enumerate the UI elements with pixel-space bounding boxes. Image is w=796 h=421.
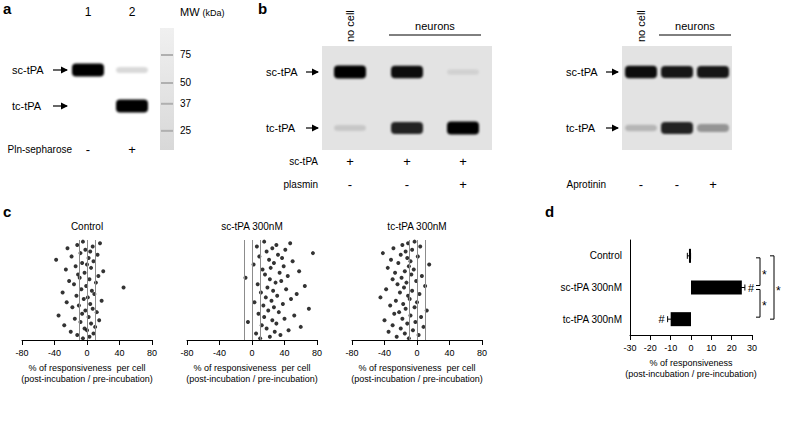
svg-text:+: + [709, 177, 717, 192]
svg-text:-10: -10 [664, 343, 677, 353]
svg-text:+: + [459, 154, 467, 169]
svg-text:sc-tPA: sc-tPA [12, 64, 44, 76]
svg-text:-: - [675, 177, 679, 192]
svg-text:+: + [346, 154, 354, 169]
svg-text:tc-tPA 300nM: tc-tPA 300nM [387, 221, 446, 232]
svg-text:-80: -80 [180, 348, 193, 358]
svg-text:-40: -40 [213, 348, 226, 358]
svg-text:plasmin: plasmin [284, 179, 318, 190]
svg-text:% of responsiveness per cell: % of responsiveness per cell [28, 363, 145, 373]
svg-text:neurons: neurons [415, 20, 455, 32]
svg-text:c: c [3, 203, 11, 220]
svg-text:*: * [762, 268, 767, 282]
svg-text:10: 10 [706, 343, 716, 353]
svg-text:-30: -30 [623, 343, 636, 353]
svg-text:-80: -80 [345, 348, 358, 358]
svg-text:30: 30 [747, 343, 757, 353]
svg-text:-: - [639, 177, 643, 192]
svg-text:-: - [86, 142, 90, 157]
svg-text:no cell: no cell [344, 10, 356, 42]
svg-text:+: + [459, 177, 467, 192]
svg-text:(post-incubation / pre-incubat: (post-incubation / pre-incubation) [186, 374, 318, 384]
svg-text:50: 50 [180, 77, 192, 88]
svg-text:sc-tPA 300nM: sc-tPA 300nM [221, 221, 283, 232]
svg-text:75: 75 [180, 49, 192, 60]
svg-text:0: 0 [414, 348, 419, 358]
svg-text:Control: Control [71, 221, 103, 232]
svg-text:80: 80 [147, 348, 157, 358]
svg-text:MW (kDa): MW (kDa) [180, 6, 225, 18]
svg-text:-: - [348, 177, 352, 192]
svg-text:1: 1 [85, 5, 92, 19]
svg-text:sc-tPA: sc-tPA [566, 66, 598, 78]
svg-text:(post-incubation / pre-incubat: (post-incubation / pre-incubation) [625, 369, 757, 379]
svg-text:no cell: no cell [635, 10, 647, 42]
svg-text:*: * [762, 299, 767, 313]
svg-text:-40: -40 [378, 348, 391, 358]
svg-text:Pln-sepharose: Pln-sepharose [8, 144, 73, 155]
svg-text:% of responsiveness: % of responsiveness [649, 358, 733, 368]
svg-text:0: 0 [688, 343, 693, 353]
svg-text:Control: Control [590, 250, 622, 261]
svg-text:0: 0 [249, 348, 254, 358]
svg-text:80: 80 [312, 348, 322, 358]
svg-text:20: 20 [727, 343, 737, 353]
svg-text:tc-tPA: tc-tPA [12, 100, 42, 112]
svg-text:sc-tPA: sc-tPA [266, 66, 298, 78]
svg-text:(post-incubation / pre-incubat: (post-incubation / pre-incubation) [21, 374, 153, 384]
svg-text:40: 40 [444, 348, 454, 358]
svg-text:neurons: neurons [675, 20, 715, 32]
svg-text:+: + [403, 154, 411, 169]
svg-text:-40: -40 [48, 348, 61, 358]
svg-text:% of responsiveness per cell: % of responsiveness per cell [193, 363, 310, 373]
svg-text:40: 40 [114, 348, 124, 358]
svg-text:+: + [128, 142, 136, 157]
svg-text:a: a [3, 0, 12, 17]
svg-text:80: 80 [477, 348, 487, 358]
svg-text:% of responsiveness per cell: % of responsiveness per cell [358, 363, 475, 373]
svg-text:tc-tPA: tc-tPA [566, 122, 596, 134]
svg-text:40: 40 [279, 348, 289, 358]
svg-text:sc-tPA 300nM: sc-tPA 300nM [560, 282, 622, 293]
svg-text:25: 25 [180, 125, 192, 136]
svg-text:sc-tPA: sc-tPA [289, 156, 318, 167]
svg-text:2: 2 [129, 5, 136, 19]
svg-text:-: - [405, 177, 409, 192]
svg-text:(post-incubation / pre-incubat: (post-incubation / pre-incubation) [351, 374, 483, 384]
svg-text:b: b [258, 0, 267, 17]
svg-text:-80: -80 [15, 348, 28, 358]
svg-text:tc-tPA: tc-tPA [266, 122, 296, 134]
svg-text:d: d [545, 203, 554, 220]
svg-text:37: 37 [180, 98, 192, 109]
svg-text:Aprotinin: Aprotinin [567, 179, 606, 190]
svg-text:tc-tPA 300nM: tc-tPA 300nM [563, 314, 622, 325]
svg-text:-20: -20 [644, 343, 657, 353]
svg-text:#: # [748, 282, 755, 294]
svg-text:*: * [776, 284, 781, 298]
svg-text:#: # [658, 313, 665, 325]
svg-text:0: 0 [84, 348, 89, 358]
